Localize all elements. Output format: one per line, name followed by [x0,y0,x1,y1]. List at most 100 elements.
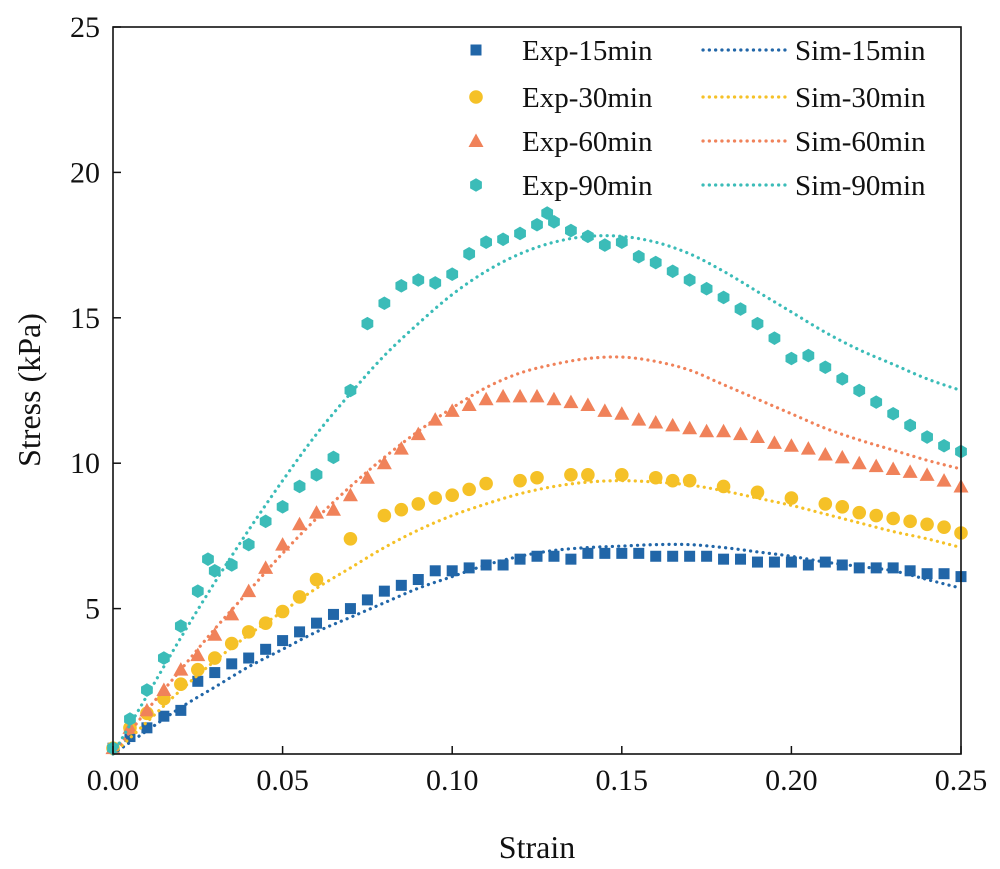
data-point [311,617,323,629]
series-exp-15min [107,547,967,754]
data-point [682,420,698,435]
series-exp-30min [106,468,968,755]
data-point [141,722,153,734]
data-point [614,406,630,420]
data-point [665,473,680,488]
data-point [633,547,645,559]
data-point [919,467,935,481]
x-tick-label: 0.25 [935,764,988,797]
series-sim-30min [111,479,963,756]
data-point [749,429,765,444]
sim-line-sim-90min [111,234,963,756]
data-point [225,558,238,572]
data-point [683,273,696,287]
y-tick-label: 10 [70,447,100,480]
data-point [224,606,240,621]
data-point [258,560,274,574]
data-point [344,603,356,615]
data-point [818,497,833,511]
data-point [649,255,662,270]
data-point [190,647,206,662]
sim-line-sim-30min [111,479,963,756]
data-point [344,383,357,398]
legend-marker [470,44,482,56]
data-point [597,403,613,417]
data-point [938,438,950,453]
data-point [868,458,884,473]
data-point [716,423,732,438]
legend-label: Exp-90min [522,170,653,202]
data-point [582,547,594,559]
data-point [768,556,780,568]
data-point [903,514,917,529]
data-point [157,651,170,665]
data-point [259,514,272,529]
data-point [937,520,951,534]
data-point [885,461,901,476]
data-point [480,235,493,249]
data-point [565,553,577,565]
data-point [192,675,204,687]
x-axis-label: Strain [499,829,575,865]
data-point [802,559,814,571]
data-point [667,550,679,562]
data-point [531,217,543,232]
data-point [412,574,424,586]
data-point [294,626,306,638]
data-point [548,550,560,562]
data-point [904,565,916,577]
data-point [224,636,239,651]
series-sim-15min [111,542,963,756]
data-point [648,470,663,485]
data-marks [105,206,969,756]
data-point [277,635,289,647]
data-point [650,550,662,562]
legend-label: Exp-60min [522,126,653,158]
y-tick-label: 15 [70,302,100,335]
data-point [446,267,459,281]
data-point [310,468,323,482]
data-point [563,394,579,409]
data-point [378,585,390,597]
data-point [684,550,696,562]
data-point [785,351,798,366]
data-point [887,562,899,574]
data-point [546,391,562,406]
data-point [902,464,918,478]
data-point [938,568,950,580]
data-point [175,704,187,716]
data-point [207,651,222,665]
data-point [835,500,850,514]
data-point [463,562,475,574]
series-sim-60min [111,355,963,756]
data-point [292,516,308,531]
data-point [191,662,205,677]
data-point [836,559,848,571]
data-point [783,438,799,452]
series-sim-90min [111,234,963,756]
data-point [904,418,917,433]
data-point [207,627,223,641]
data-point [750,485,765,500]
data-point [202,552,214,566]
data-point [700,281,713,296]
series-exp-90min [107,206,967,755]
data-point [581,468,595,482]
data-point [648,414,664,429]
data-point [377,508,392,523]
data-point [429,565,441,577]
data-point [580,397,596,412]
legend-entry: Sim-60min [701,126,926,158]
data-point [514,553,526,565]
data-point [632,249,645,264]
data-point [275,537,291,551]
x-tick-label: 0.00 [87,764,140,797]
data-point [716,479,731,494]
data-point [394,502,409,517]
data-point [766,435,782,449]
legend-entry: Sim-30min [701,82,926,114]
data-point [463,247,476,261]
data-point [378,296,391,311]
legend-marker [468,133,484,147]
